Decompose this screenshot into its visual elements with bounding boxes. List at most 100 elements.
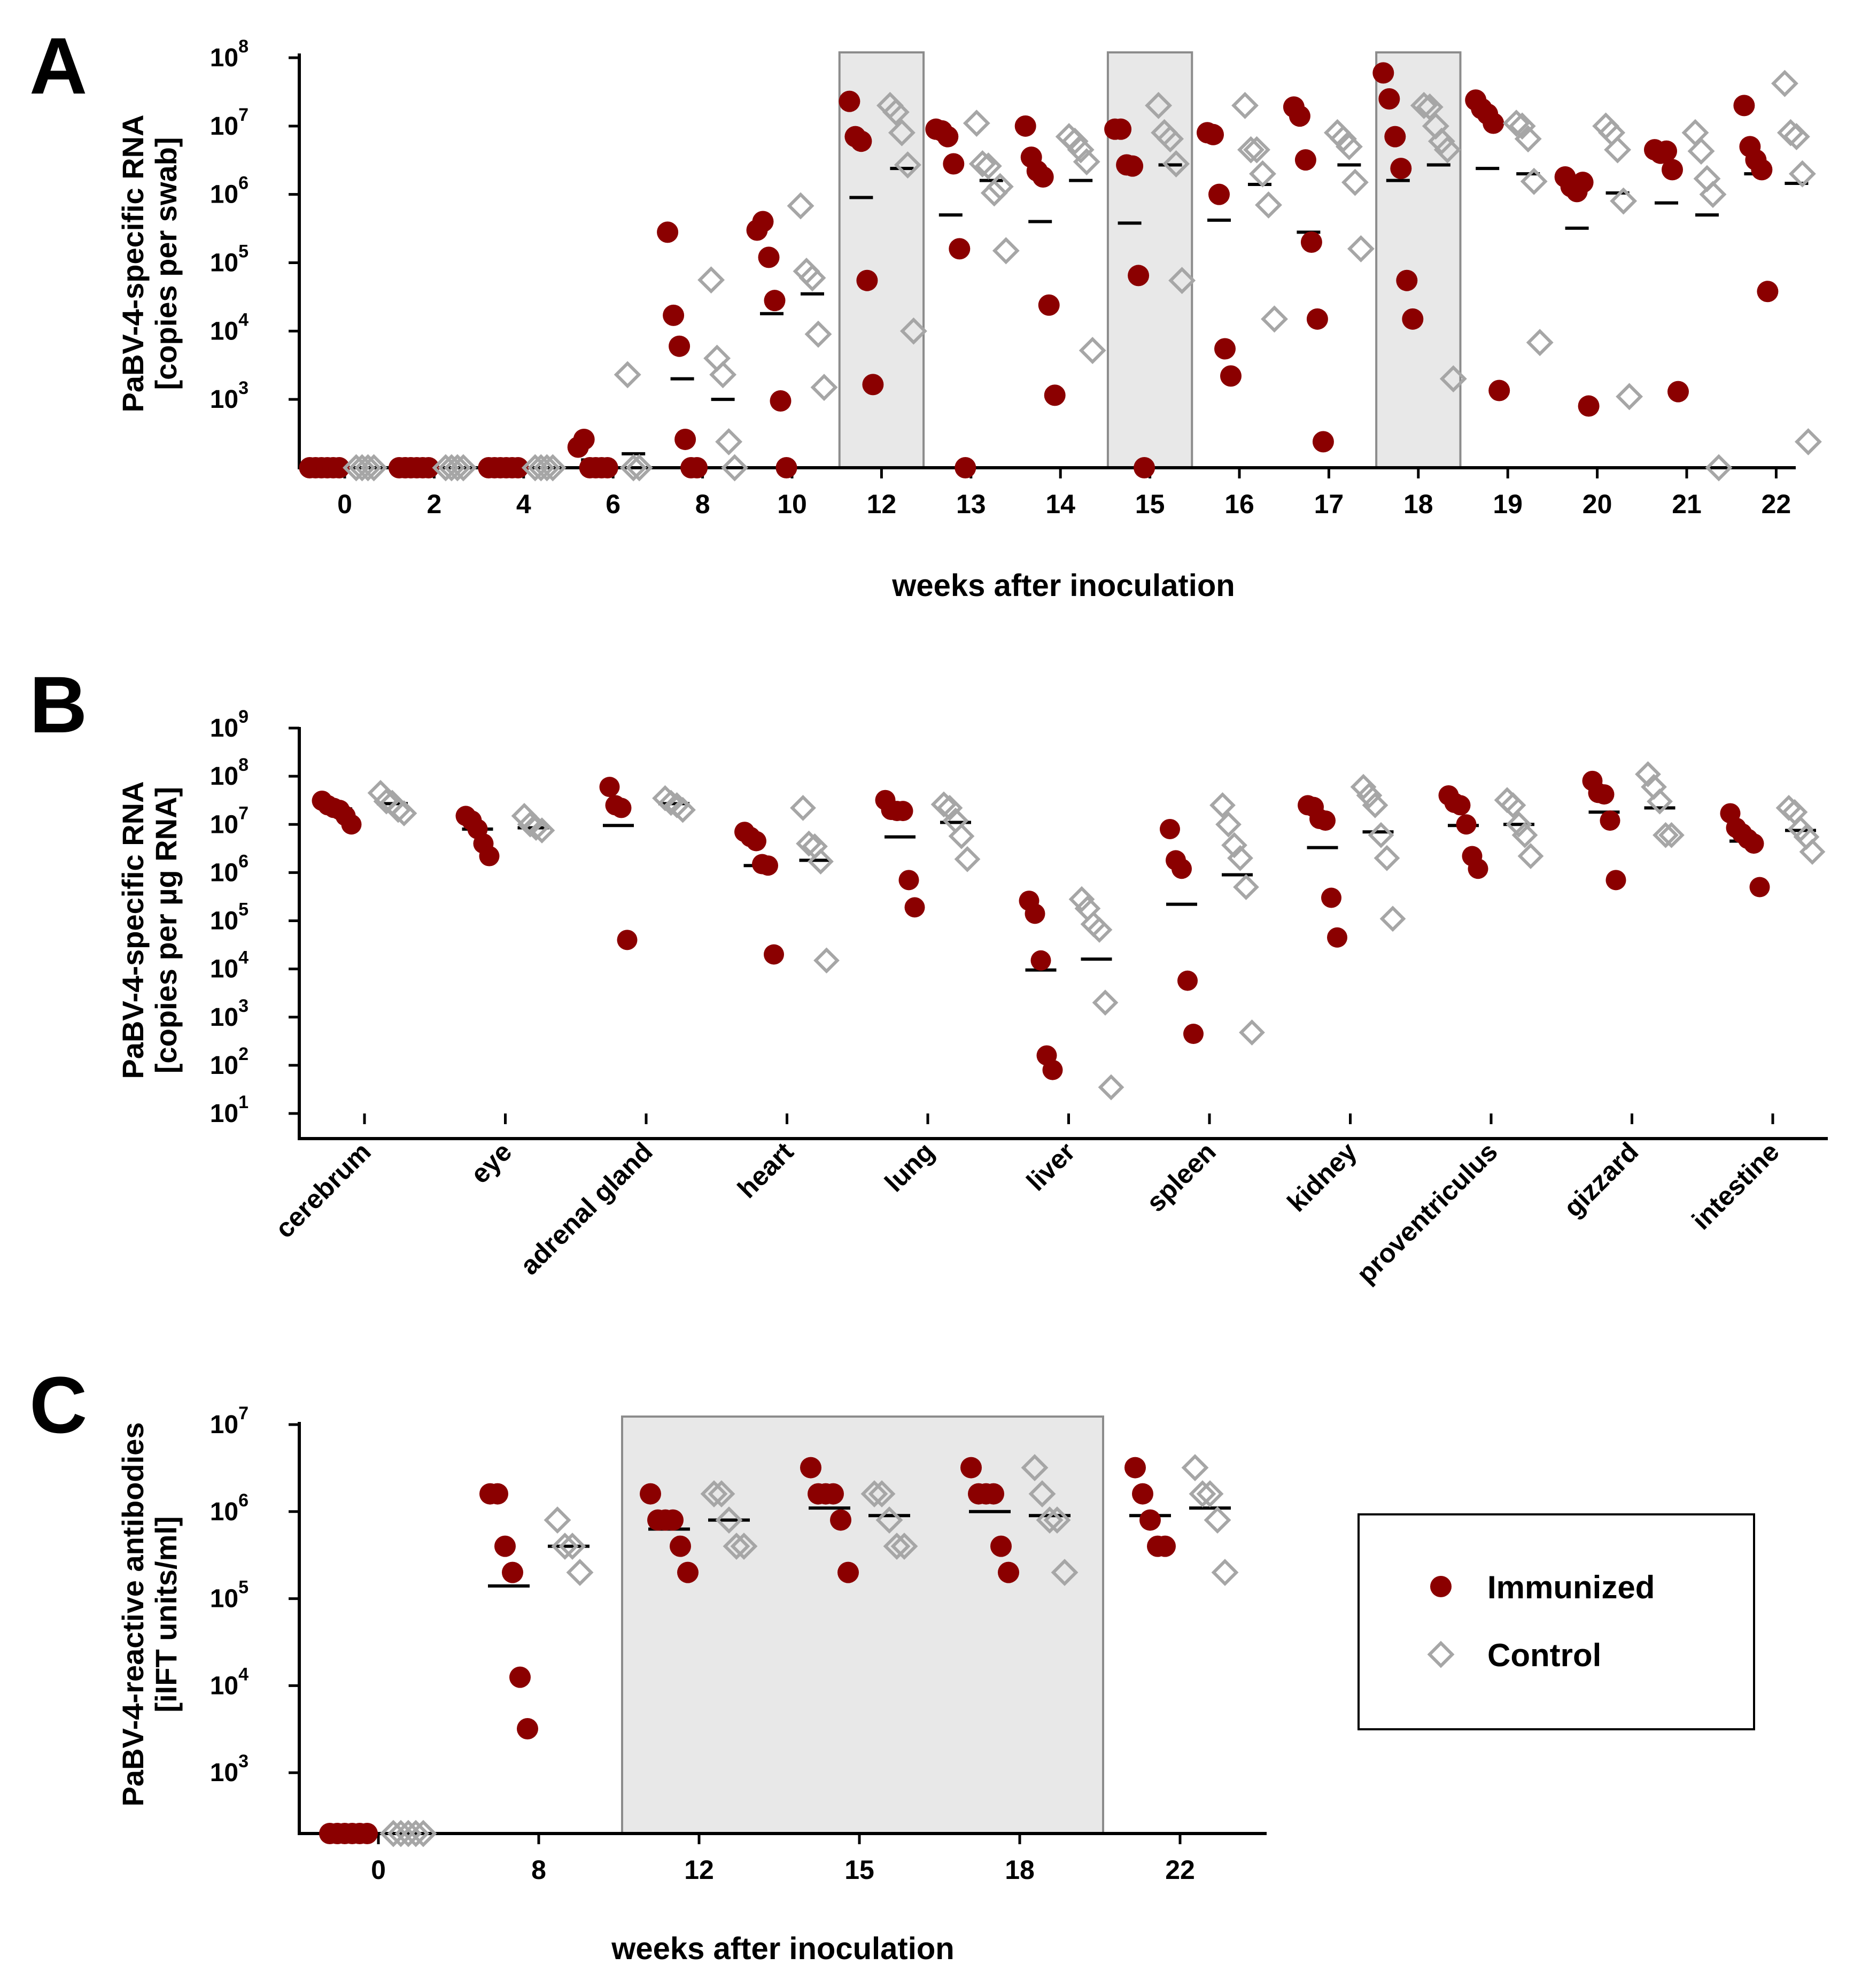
immunized-point [1468, 858, 1488, 879]
control-point [1787, 816, 1814, 842]
control-point [890, 1533, 918, 1560]
immunized-point [758, 246, 780, 268]
immunized-point [1488, 380, 1510, 401]
immunized-point [850, 130, 872, 152]
panel-c-ytick-label: 104 [210, 1664, 249, 1700]
panel-a-xtick-label: 13 [956, 489, 986, 519]
control-point [804, 320, 832, 348]
control-point [566, 1559, 594, 1587]
panel-c-ytick-label: 103 [210, 1751, 249, 1787]
control-point [1410, 91, 1438, 119]
panel-b-xtick-label: intestine [1686, 1136, 1785, 1235]
immunized-point [1139, 1509, 1161, 1531]
panel-c-ytick-label: 106 [210, 1490, 249, 1526]
immunized-point [830, 1509, 851, 1531]
panel-a-xtick-label: 0 [337, 489, 352, 519]
panel-b-xtick-label: heart [732, 1136, 799, 1204]
immunized-point [1378, 88, 1400, 110]
control-point [1794, 428, 1822, 455]
immunized-point [1154, 1535, 1176, 1557]
immunized-point [596, 457, 618, 478]
control-point [1350, 773, 1377, 800]
immunized-point [1384, 126, 1406, 148]
legend: Immunized Control [1357, 1513, 1755, 1730]
control-point [1233, 874, 1259, 900]
control-point [1329, 125, 1357, 153]
control-point [1782, 123, 1810, 151]
control-point [808, 848, 834, 875]
panel-c-xtick-label: 0 [371, 1855, 386, 1885]
control-point [1799, 839, 1826, 865]
panel-a-xtick-label: 8 [695, 489, 710, 519]
legend-immunized-marker [1430, 1576, 1452, 1597]
control-point [882, 98, 910, 126]
immunized-point [599, 777, 620, 798]
control-point [1092, 989, 1119, 1016]
panel-b-ytick-label: 109 [210, 707, 249, 742]
immunized-point [764, 944, 784, 965]
immunized-point [1183, 1024, 1204, 1045]
immunized-point [1605, 870, 1626, 891]
panel-a-ytick-label: 104 [210, 310, 249, 345]
legend-control-marker [1427, 1641, 1455, 1668]
immunized-point [573, 428, 595, 450]
control-point [787, 192, 814, 220]
panel-a-xtick-label: 4 [516, 489, 531, 519]
control-point [1428, 127, 1455, 155]
control-point [1261, 305, 1288, 333]
panel-b-ytick-label: 103 [210, 996, 249, 1032]
control-point [1043, 1506, 1071, 1534]
panel-b-ylabel-line2: [copies per µg RNA] [149, 787, 183, 1073]
immunized-point [775, 457, 797, 478]
control-point [1616, 383, 1643, 411]
panel-b-xtick-label: lung [879, 1136, 940, 1197]
panel-a-xtick-label: 2 [426, 489, 441, 519]
immunized-point [943, 153, 965, 175]
immunized-point [1656, 140, 1677, 162]
panel-a-xtick-label: 17 [1314, 489, 1344, 519]
control-point [1028, 1480, 1056, 1508]
immunized-point [657, 221, 679, 243]
control-point [1699, 181, 1727, 208]
control-point [387, 1820, 415, 1847]
immunized-point [1124, 1457, 1146, 1479]
legend-immunized-label: Immunized [1487, 1569, 1655, 1605]
immunized-point [1208, 183, 1230, 205]
immunized-point [479, 846, 500, 867]
immunized-point [1042, 1059, 1063, 1080]
control-point [1067, 136, 1095, 164]
control-point [700, 1480, 728, 1508]
immunized-point [823, 1483, 844, 1505]
immunized-point [1667, 381, 1689, 403]
panel-a-ylabel-line2: [copies per swab] [149, 137, 183, 390]
control-point [1653, 822, 1679, 848]
control-point [813, 947, 840, 974]
panel-a-xlabel: weeks after inoculation [891, 568, 1235, 603]
immunized-point [1132, 1483, 1153, 1505]
control-point [625, 454, 653, 482]
legend-control-label: Control [1487, 1637, 1601, 1673]
control-point [1221, 832, 1247, 858]
control-point [1687, 137, 1715, 165]
control-point [1610, 187, 1638, 215]
control-point [1771, 69, 1798, 97]
control-point [1520, 167, 1548, 195]
immunized-point [1662, 159, 1683, 181]
control-point [1433, 136, 1461, 164]
control-point [1181, 1454, 1209, 1482]
control-point [894, 151, 921, 179]
control-point [1168, 267, 1196, 295]
control-point [1439, 365, 1467, 393]
control-point [379, 1820, 407, 1847]
immunized-point [1172, 858, 1192, 879]
immunized-point [1032, 166, 1054, 188]
legend-box [1357, 1513, 1755, 1730]
immunized-point [502, 1561, 523, 1583]
immunized-point [487, 1483, 508, 1505]
control-point [1705, 454, 1733, 482]
control-point [974, 152, 1002, 180]
immunized-point [494, 1535, 516, 1557]
shaded-region [1375, 51, 1462, 469]
immunized-point [670, 1535, 691, 1557]
control-point [1604, 136, 1632, 164]
